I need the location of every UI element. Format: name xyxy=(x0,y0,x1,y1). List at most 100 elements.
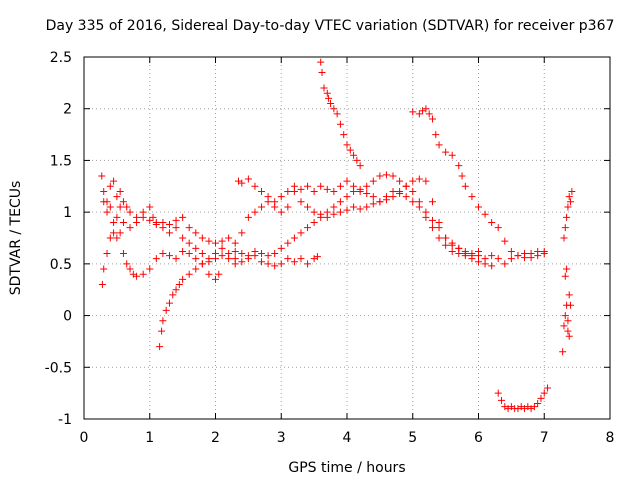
data-point xyxy=(475,203,482,211)
data-point xyxy=(567,198,575,206)
data-point xyxy=(123,203,131,211)
data-point xyxy=(251,182,259,190)
data-point xyxy=(340,131,348,139)
data-point xyxy=(353,156,361,164)
data-point xyxy=(564,203,572,211)
data-point xyxy=(432,131,440,139)
data-point xyxy=(205,237,213,245)
data-point xyxy=(318,69,326,77)
data-point xyxy=(494,255,502,263)
data-point xyxy=(238,258,246,266)
y-tick-label: 2 xyxy=(63,102,72,118)
data-point xyxy=(205,258,213,266)
data-point xyxy=(198,234,206,242)
data-point xyxy=(146,265,154,273)
data-point xyxy=(277,208,285,216)
data-point xyxy=(244,252,252,260)
data-point xyxy=(212,239,219,247)
y-tick-label: 1.5 xyxy=(50,153,72,169)
data-point xyxy=(327,100,335,108)
data-point xyxy=(350,151,358,159)
series-sat-f xyxy=(231,175,548,268)
data-point xyxy=(537,394,545,402)
data-point xyxy=(343,206,351,214)
data-point xyxy=(363,190,371,198)
data-point xyxy=(98,172,106,180)
data-point xyxy=(244,213,252,221)
data-point xyxy=(561,272,569,280)
data-point xyxy=(488,252,496,260)
data-point xyxy=(567,301,575,309)
data-point xyxy=(435,218,443,226)
data-point xyxy=(363,203,371,211)
data-point xyxy=(396,177,404,185)
data-point xyxy=(103,250,111,258)
data-point xyxy=(271,262,279,270)
data-point xyxy=(563,213,571,221)
data-point xyxy=(313,253,321,261)
data-point xyxy=(284,239,292,247)
data-point xyxy=(116,203,124,211)
data-point xyxy=(106,234,114,242)
data-point xyxy=(215,270,223,278)
x-tick-label: 5 xyxy=(408,430,417,446)
data-point xyxy=(356,162,364,170)
data-point xyxy=(343,193,351,201)
data-point xyxy=(565,291,573,299)
data-point xyxy=(123,260,131,268)
x-tick-label: 3 xyxy=(277,430,286,446)
data-point xyxy=(225,250,233,258)
data-point xyxy=(139,213,147,221)
data-point xyxy=(119,218,127,226)
x-tick-label: 1 xyxy=(145,430,154,446)
data-point xyxy=(110,177,118,185)
data-point xyxy=(435,234,443,242)
data-point xyxy=(304,203,312,211)
data-point xyxy=(106,203,114,211)
x-tick-label: 7 xyxy=(540,430,549,446)
data-point xyxy=(169,291,177,299)
data-point xyxy=(475,252,482,260)
data-point xyxy=(205,270,213,278)
data-point xyxy=(162,306,170,314)
data-point xyxy=(238,250,246,258)
data-point xyxy=(561,224,569,232)
data-point xyxy=(481,210,489,218)
data-point xyxy=(458,172,466,180)
data-point xyxy=(428,115,436,123)
data-point xyxy=(369,177,377,185)
data-point xyxy=(258,258,266,266)
data-point xyxy=(563,265,571,273)
data-point xyxy=(402,182,410,190)
data-point xyxy=(290,187,298,195)
data-point xyxy=(192,265,200,273)
data-point xyxy=(231,239,239,247)
data-point xyxy=(225,234,233,242)
data-point xyxy=(409,198,417,206)
data-point xyxy=(133,218,141,226)
data-point xyxy=(284,187,292,195)
data-point xyxy=(448,247,456,255)
data-point xyxy=(231,255,239,263)
data-point xyxy=(346,146,354,154)
data-point xyxy=(382,171,390,179)
data-point xyxy=(172,216,180,224)
data-point xyxy=(251,247,259,255)
data-point xyxy=(501,237,509,245)
data-point xyxy=(402,193,410,201)
data-point xyxy=(264,260,272,268)
data-point xyxy=(435,141,443,149)
data-point xyxy=(317,210,325,218)
data-point xyxy=(159,317,167,325)
data-point xyxy=(185,250,193,258)
data-point xyxy=(428,216,436,224)
data-point xyxy=(389,193,397,201)
data-point xyxy=(330,187,338,195)
data-point xyxy=(559,348,567,356)
series-sat-g xyxy=(317,58,364,170)
data-point xyxy=(119,250,127,258)
x-tick-label: 0 xyxy=(80,430,89,446)
x-tick-label: 4 xyxy=(343,430,352,446)
data-point xyxy=(507,255,515,263)
data-point xyxy=(100,198,108,206)
